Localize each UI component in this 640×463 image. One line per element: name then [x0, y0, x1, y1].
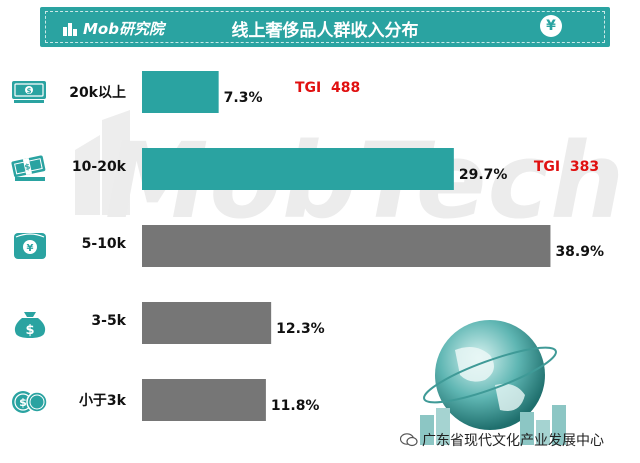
value-label: 12.3%	[276, 321, 325, 337]
account-name: 广东省现代文化产业发展中心	[422, 433, 604, 449]
svg-text:$: $	[19, 396, 27, 409]
tgi-label: TGI 488	[295, 80, 361, 96]
title-banner: Mob研究院 线上奢侈品人群收入分布 ¥	[40, 7, 610, 47]
yuan-icon: ¥	[540, 15, 562, 37]
watermark-building-icon	[75, 110, 130, 215]
value-label: 7.3%	[223, 90, 263, 106]
value-label: 38.9%	[555, 244, 605, 260]
category-label: 10-20k	[71, 159, 126, 175]
money-bag-icon: $	[14, 312, 46, 338]
category-label: 小于3k	[78, 393, 126, 409]
building-logo-icon	[63, 22, 77, 36]
svg-text:$: $	[25, 323, 34, 338]
value-label: 11.8%	[270, 398, 320, 414]
globe-icon	[420, 320, 566, 445]
mob-logo: Mob研究院	[62, 18, 164, 39]
svg-text:¥: ¥	[27, 243, 34, 254]
category-label: 5-10k	[81, 236, 126, 252]
tgi-label: TGI 383	[533, 159, 600, 175]
category-label: 3-5k	[91, 313, 126, 329]
banknote-stack-icon: $	[12, 81, 46, 103]
wechat-icon	[400, 433, 418, 447]
logo-text: Mob研究院	[83, 20, 164, 38]
wechat-account-footer: 广东省现代文化产业发展中心	[400, 430, 604, 450]
category-label: 20k以上	[69, 85, 126, 101]
chart-title: 线上奢侈品人群收入分布	[231, 21, 419, 41]
coins-icon: $	[12, 391, 48, 413]
bar-0	[142, 71, 219, 113]
yuan-wallet-icon: ¥	[14, 233, 46, 259]
money-bundle-icon: $	[11, 155, 46, 181]
bar-2	[142, 225, 551, 267]
svg-text:$: $	[24, 162, 32, 172]
bar-3	[142, 302, 272, 344]
bar-1	[142, 148, 454, 190]
value-label: 29.7%	[458, 167, 508, 183]
banner-dashed-border	[45, 11, 605, 43]
bar-4	[142, 379, 266, 421]
svg-text:$: $	[27, 87, 32, 95]
